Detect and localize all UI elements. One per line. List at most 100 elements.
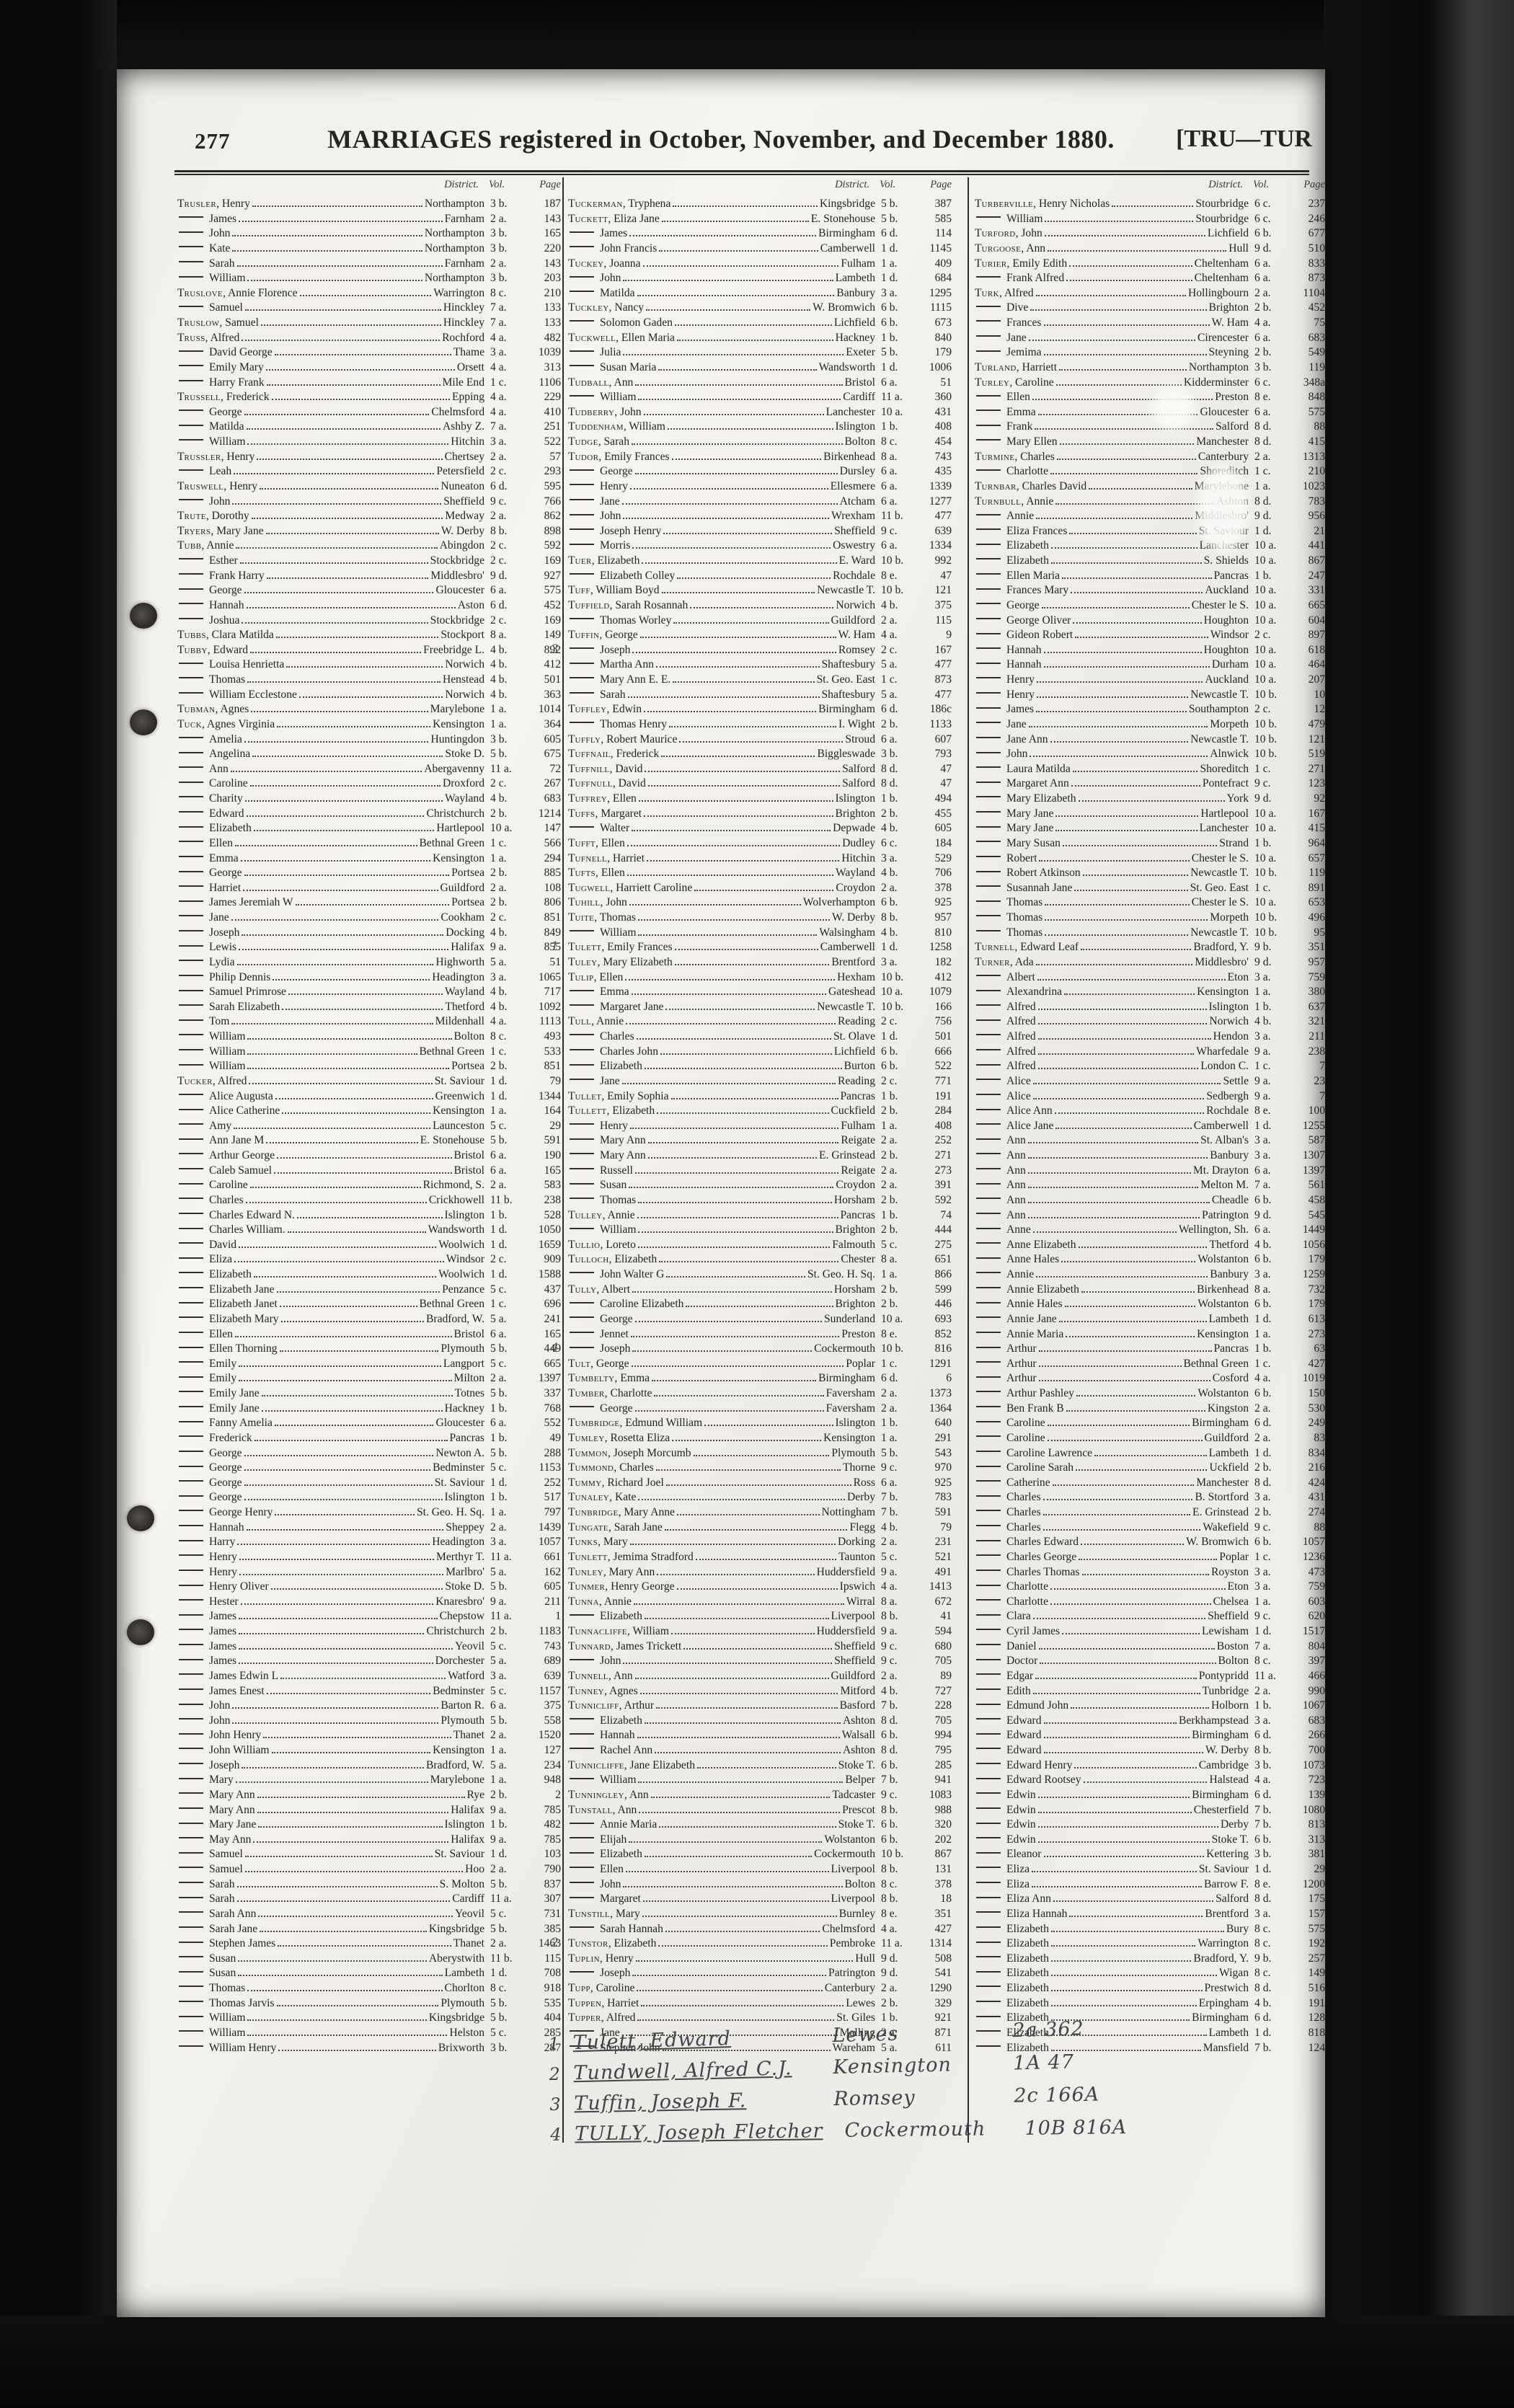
entry-name: Henry — [568, 480, 628, 493]
ditto-dash-icon — [976, 930, 1001, 934]
register-row: Susan Maria Wandsworth 1 d. 1006 — [568, 361, 952, 376]
dot-leader — [1042, 1499, 1193, 1501]
surname-small-caps: udor — [575, 450, 599, 463]
surname-small-caps: ungate — [575, 1521, 608, 1533]
entry-name: Elizabeth — [975, 2042, 1049, 2055]
page-ref: 1083 — [929, 1788, 952, 1801]
entry-name: Matilda — [568, 287, 635, 300]
ditto-dash-icon — [976, 1182, 1001, 1187]
volume: 1 b. — [490, 1431, 508, 1444]
district: Manchester — [1196, 1476, 1249, 1489]
volume: 8 c. — [1254, 1655, 1271, 1668]
ditto-dash-icon — [976, 1331, 1001, 1335]
dot-leader — [625, 978, 836, 981]
register-row: Sarah Jane Kingsbridge 5 b. 385 — [177, 1923, 561, 1938]
entry-name: Robert — [975, 852, 1037, 865]
register-row: Arthur Cosford 4 a. 1019 — [975, 1372, 1325, 1387]
dot-leader — [239, 1647, 453, 1650]
dot-leader — [657, 1112, 829, 1115]
dot-leader — [258, 1915, 453, 1917]
surname-small-caps: uckwell — [575, 331, 616, 344]
register-row: Eliza St. Saviour 1 d. 29 — [975, 1863, 1325, 1878]
register-row: Caroline Richmond, S. 2 a. 583 — [177, 1179, 561, 1194]
page-ref: 238 — [544, 1193, 561, 1206]
ditto-dash-icon — [179, 1212, 203, 1216]
ditto-dash-icon — [570, 1777, 594, 1781]
district: Pontypridd — [1198, 1669, 1249, 1682]
note-district: Kensington — [833, 2053, 952, 2079]
entry-name: Alfred — [975, 1001, 1036, 1014]
district: Islington — [835, 1417, 875, 1430]
district: Wolverhampton — [802, 896, 875, 909]
volume: 2 a. — [490, 257, 507, 270]
volume: 1 c. — [490, 376, 507, 389]
ditto-dash-icon — [570, 1614, 594, 1618]
entry-name: Turland, Harriett — [975, 360, 1058, 373]
district: Woolwich — [438, 1238, 484, 1251]
surname-small-caps: unnell — [575, 1669, 608, 1682]
register-row: Trute, Dorothy Medway 2 a. 862 — [177, 510, 561, 525]
volume: 2 c. — [490, 465, 507, 478]
volume: 1 a. — [881, 1119, 898, 1132]
entry-name: Mary Jane — [177, 1818, 256, 1831]
page-ref: 482 — [544, 331, 561, 344]
register-row: Emma Gateshead 10 a. 1079 — [568, 986, 952, 1001]
register-row: Turford, John Lichfield 6 b. 677 — [975, 227, 1325, 242]
dot-leader — [297, 1216, 443, 1218]
register-row: James Christchurch 2 b. 1183 — [177, 1625, 561, 1640]
page-ref: 599 — [934, 1283, 952, 1296]
surname-small-caps: uffley — [575, 703, 607, 716]
volume: 4 a. — [881, 1580, 898, 1593]
volume: 3 b. — [490, 2041, 508, 2054]
page-ref: 891 — [1308, 881, 1325, 894]
entry-name: Tupp, Caroline — [568, 1982, 635, 1994]
district: Bedminster — [433, 1684, 484, 1697]
district: Woolwich — [438, 1268, 484, 1280]
page-ref: 397 — [1308, 1655, 1325, 1668]
page-ref: 941 — [934, 1774, 952, 1787]
volume: 6 a. — [490, 1164, 507, 1177]
ditto-dash-icon — [976, 1510, 1001, 1513]
district: Barton R. — [441, 1699, 484, 1712]
entry-name: Alice Catherine — [177, 1105, 280, 1117]
volume: 5 c. — [490, 1283, 507, 1296]
register-row: Ann Mt. Drayton 6 a. 1397 — [975, 1164, 1325, 1179]
district: Pontefract — [1202, 777, 1249, 790]
ditto-dash-icon — [179, 1777, 203, 1781]
surname-small-caps: ult — [575, 1357, 591, 1370]
ditto-dash-icon — [179, 365, 203, 368]
entry-name: John — [177, 1714, 230, 1727]
register-row: Arthur Pashley Wolstanton 6 b. 150 — [975, 1387, 1325, 1402]
dot-leader — [1036, 711, 1187, 713]
dot-leader — [254, 1439, 448, 1441]
district: Guildford — [831, 614, 876, 627]
surname-small-caps: unningley — [575, 1788, 624, 1801]
entry-name: William — [568, 391, 636, 404]
ditto-dash-icon — [570, 1732, 594, 1737]
entry-name: Joseph — [568, 1967, 630, 1980]
entry-name: William Ecclestone — [177, 689, 297, 701]
register-row: Sarah Cardiff 11 a. 307 — [177, 1893, 561, 1908]
ditto-dash-icon — [179, 692, 203, 696]
district: Flegg — [849, 1521, 875, 1533]
volume: 1 d. — [490, 1476, 508, 1489]
dot-leader — [644, 1068, 842, 1070]
page-ref: 665 — [1308, 598, 1325, 611]
dot-leader — [629, 487, 828, 490]
register-row: Eliza Barrow F. 8 e. 1200 — [975, 1878, 1325, 1893]
register-row: James Jeremiah W Portsea 2 b. 806 — [177, 896, 561, 911]
page-ref: 790 — [544, 1863, 561, 1875]
register-row: Truslove, Annie Florence Warrington 8 c. 21… — [177, 287, 561, 302]
page-ref: 1153 — [539, 1461, 561, 1474]
district: Auckland — [1205, 584, 1249, 597]
ditto-dash-icon — [179, 1123, 203, 1127]
register-row: John Northampton 3 b. 165 — [177, 227, 561, 242]
volume: 3 a. — [881, 955, 898, 968]
page-ref: 693 — [934, 1312, 952, 1325]
entry-name: George — [177, 584, 242, 597]
volume: 10 a. — [1254, 539, 1277, 552]
volume: 2 b. — [490, 807, 508, 820]
ditto-dash-icon — [976, 2001, 1001, 2004]
district: Islington — [444, 1208, 484, 1221]
volume: 8 e. — [881, 1907, 898, 1920]
